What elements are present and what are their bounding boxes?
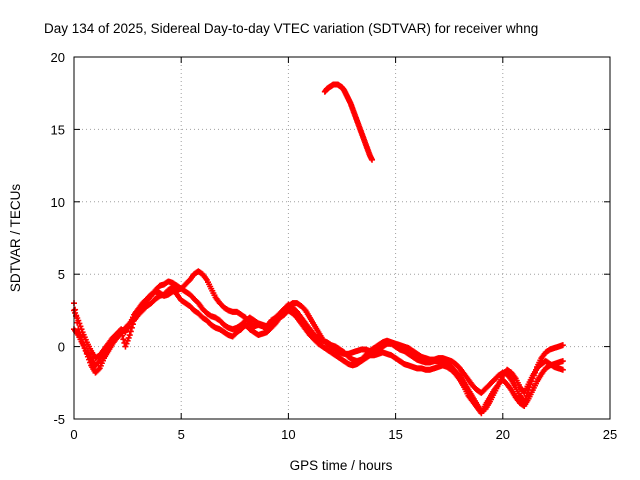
x-tick-label: 15 — [388, 427, 402, 442]
data-point — [124, 337, 131, 344]
data-point — [559, 358, 566, 365]
data-point — [128, 324, 135, 331]
data-point — [369, 156, 376, 163]
x-tick-label: 10 — [281, 427, 295, 442]
data-point — [127, 328, 134, 335]
data-point — [119, 332, 126, 339]
y-tick-label: 10 — [51, 195, 65, 210]
data-point — [527, 381, 534, 388]
data-points — [71, 81, 566, 417]
y-tick-label: 15 — [51, 122, 65, 137]
data-point — [125, 334, 132, 341]
chart-title: Day 134 of 2025, Sidereal Day-to-day VTE… — [44, 21, 538, 36]
data-point — [529, 375, 536, 382]
x-tick-label: 20 — [496, 427, 510, 442]
x-tick-label: 5 — [178, 427, 185, 442]
data-point — [129, 321, 136, 328]
data-point — [118, 329, 125, 336]
data-point — [77, 323, 84, 330]
y-tick-label: 5 — [58, 267, 65, 282]
data-point — [126, 332, 133, 339]
data-point — [78, 326, 85, 333]
y-tick-label: -5 — [53, 412, 65, 427]
data-point — [75, 317, 82, 324]
y-tick-label: 0 — [58, 340, 65, 355]
data-point — [95, 359, 102, 366]
series-track-d — [321, 81, 376, 163]
data-point — [531, 369, 538, 376]
data-point — [530, 372, 537, 379]
plot-frame — [73, 56, 611, 420]
data-point — [559, 342, 566, 349]
data-point — [123, 340, 130, 347]
y-tick-label: 20 — [51, 50, 65, 65]
data-point — [76, 320, 83, 327]
series-track-c — [71, 284, 566, 417]
y-axis-label: SDTVAR / TECUs — [8, 184, 23, 293]
data-point — [95, 366, 102, 373]
data-point — [122, 343, 129, 350]
x-tick-label: 0 — [70, 427, 77, 442]
data-point — [559, 366, 566, 373]
axis-ticks: 0 5 10 15 20 25 -5 0 5 10 15 20 — [51, 50, 618, 442]
grid — [74, 57, 610, 419]
data-point — [533, 366, 540, 373]
data-point — [528, 378, 535, 385]
data-point — [120, 336, 127, 343]
x-tick-label: 25 — [603, 427, 617, 442]
x-axis-label: GPS time / hours — [290, 458, 393, 473]
